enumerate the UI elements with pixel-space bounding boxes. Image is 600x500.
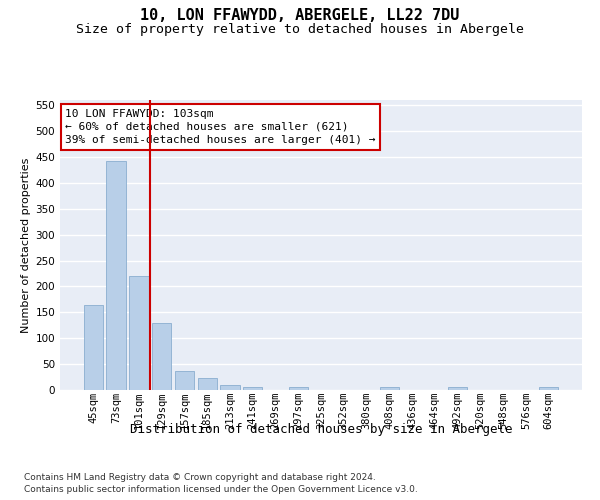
Bar bbox=[129, 276, 149, 390]
Y-axis label: Number of detached properties: Number of detached properties bbox=[21, 158, 31, 332]
Text: Size of property relative to detached houses in Abergele: Size of property relative to detached ho… bbox=[76, 22, 524, 36]
Bar bbox=[152, 322, 172, 390]
Text: Distribution of detached houses by size in Abergele: Distribution of detached houses by size … bbox=[130, 422, 512, 436]
Bar bbox=[243, 388, 262, 390]
Bar bbox=[289, 388, 308, 390]
Text: Contains HM Land Registry data © Crown copyright and database right 2024.: Contains HM Land Registry data © Crown c… bbox=[24, 472, 376, 482]
Bar bbox=[175, 372, 194, 390]
Bar bbox=[197, 378, 217, 390]
Text: 10, LON FFAWYDD, ABERGELE, LL22 7DU: 10, LON FFAWYDD, ABERGELE, LL22 7DU bbox=[140, 8, 460, 22]
Bar bbox=[220, 385, 239, 390]
Bar bbox=[84, 304, 103, 390]
Bar bbox=[380, 388, 399, 390]
Bar bbox=[448, 388, 467, 390]
Text: 10 LON FFAWYDD: 103sqm
← 60% of detached houses are smaller (621)
39% of semi-de: 10 LON FFAWYDD: 103sqm ← 60% of detached… bbox=[65, 108, 376, 145]
Text: Contains public sector information licensed under the Open Government Licence v3: Contains public sector information licen… bbox=[24, 485, 418, 494]
Bar bbox=[106, 160, 126, 390]
Bar bbox=[539, 388, 558, 390]
